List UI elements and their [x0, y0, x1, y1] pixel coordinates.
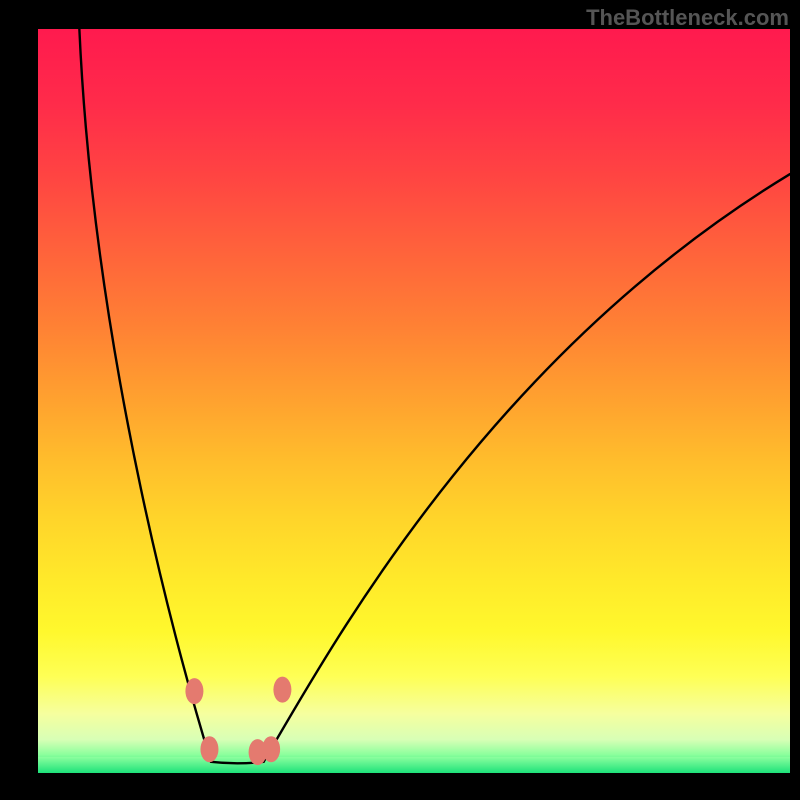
- gradient-plot-area: [38, 29, 790, 773]
- chart-stage: TheBottleneck.com: [0, 0, 800, 800]
- optimal-green-band: [38, 757, 790, 773]
- watermark-text: TheBottleneck.com: [586, 5, 789, 31]
